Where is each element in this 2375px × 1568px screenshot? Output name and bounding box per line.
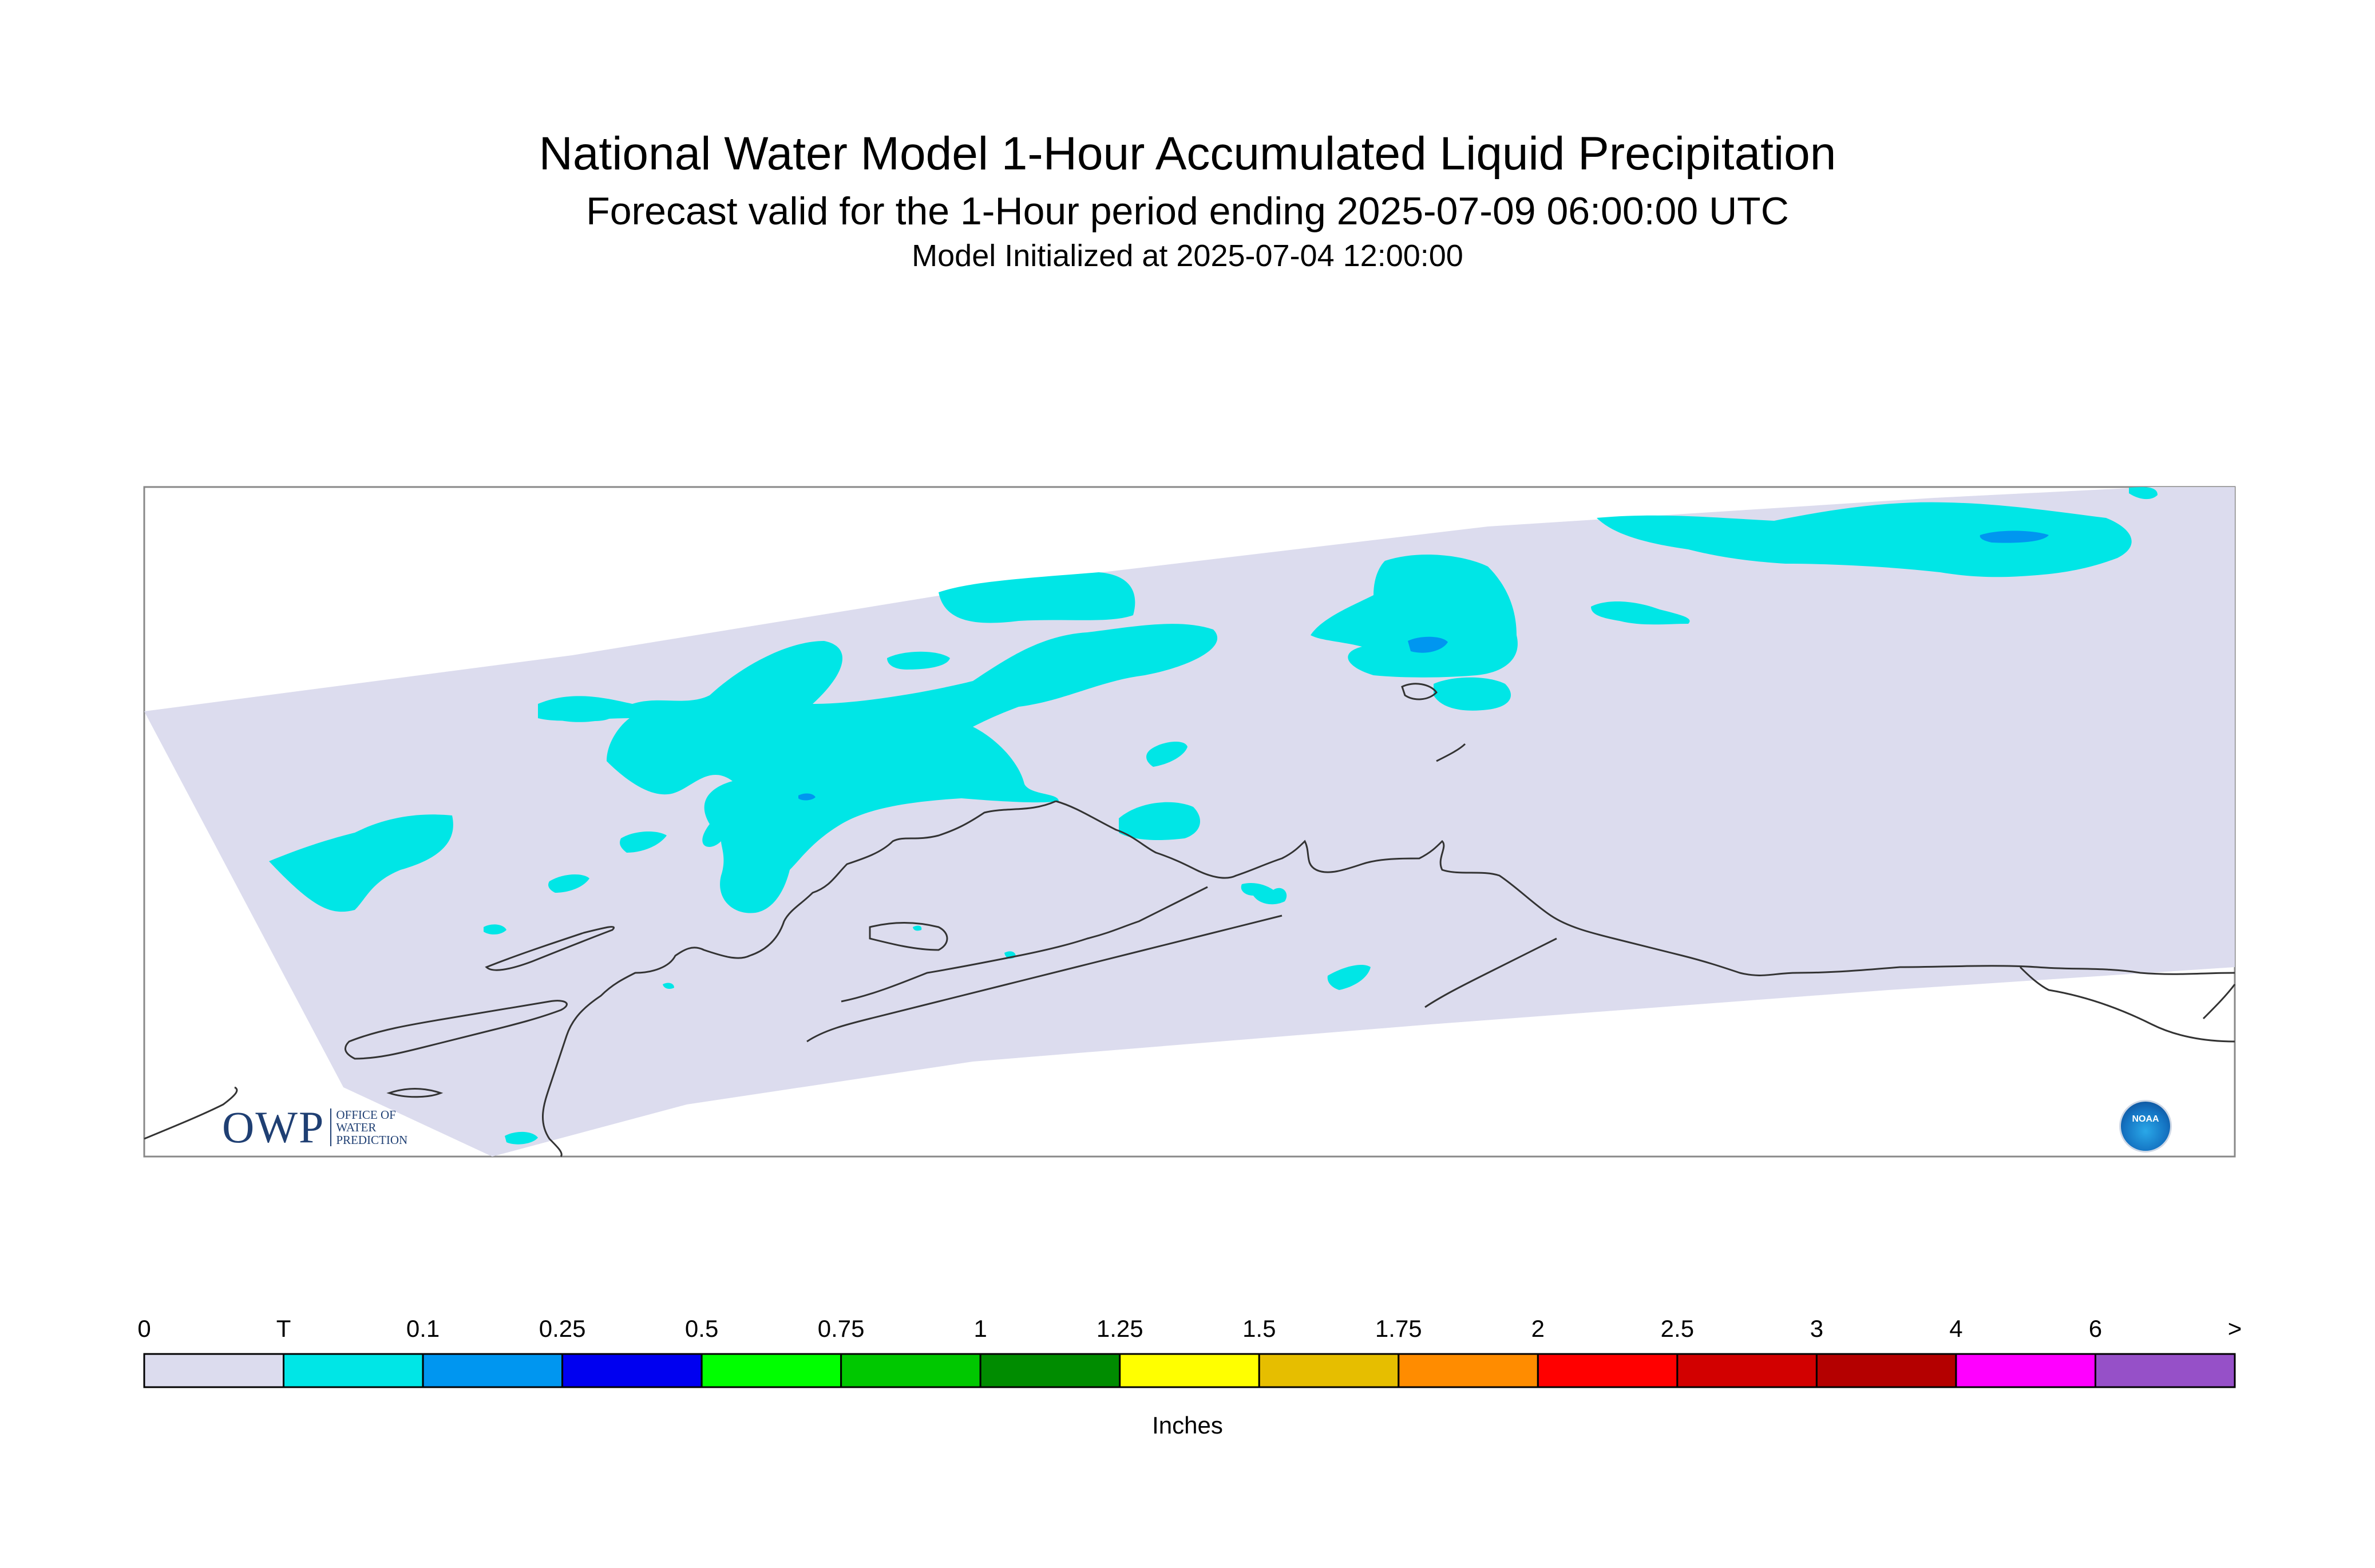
- precip-area: [1597, 502, 2132, 577]
- coastline: [2019, 966, 2235, 1043]
- coastline: [2202, 984, 2236, 1020]
- legend-swatch: [1537, 1353, 1679, 1388]
- legend-tick-label: T: [276, 1315, 291, 1342]
- legend-tick-label: 4: [1949, 1315, 1963, 1342]
- legend-swatch: [283, 1353, 424, 1388]
- legend-swatch: [1955, 1353, 2096, 1388]
- precip-area: [1119, 802, 1200, 840]
- precip-area: [1434, 677, 1511, 711]
- legend-tick-label: 1.5: [1242, 1315, 1276, 1342]
- coastline: [344, 1000, 568, 1060]
- precip-area: [887, 651, 950, 670]
- legend-colorbar: [143, 1353, 2236, 1388]
- legend-tick-label: 0.1: [406, 1315, 440, 1342]
- precip-area: [505, 1131, 538, 1145]
- model-init-label: Model Initialized at 2025-07-04 12:00:00: [912, 239, 1463, 273]
- legend-swatch: [143, 1353, 285, 1388]
- coastlines: [144, 683, 2236, 1157]
- legend-units-label: Inches: [1152, 1412, 1223, 1439]
- legend-swatch: [422, 1353, 564, 1388]
- precip-area-0.1: [798, 793, 816, 801]
- precip-area: [484, 924, 506, 935]
- legend-tick-label: 6: [2088, 1315, 2103, 1342]
- precip-area: [939, 572, 1135, 623]
- precip-area: [538, 624, 1218, 913]
- precip-area: [538, 698, 620, 722]
- legend-swatch: [561, 1353, 703, 1388]
- precip-area: [620, 831, 667, 853]
- legend-swatch: [840, 1353, 981, 1388]
- owp-logo-mark: OWP: [222, 1102, 325, 1152]
- precip-area: [269, 814, 453, 912]
- legend-swatch: [700, 1353, 842, 1388]
- coastline: [485, 926, 615, 971]
- legend-swatch: [1815, 1353, 1957, 1388]
- precip-area: [913, 925, 922, 931]
- coastline: [1401, 683, 1438, 700]
- legend-tick-label: 2: [1531, 1315, 1545, 1342]
- precip-area-0.1: [1980, 530, 2049, 543]
- legend-tick-label: 1.75: [1375, 1315, 1422, 1342]
- owp-logo: OWP OFFICE OF WATER PREDICTION: [222, 1102, 407, 1153]
- legend-tick-label: 1.25: [1096, 1315, 1143, 1342]
- legend-tick-label: 2.5: [1660, 1315, 1695, 1342]
- map-title: National Water Model 1-Hour Accumulated …: [539, 128, 1836, 180]
- legend-swatch: [1676, 1353, 1818, 1388]
- legend-tick-label: 0: [137, 1315, 151, 1342]
- precip-area: [1311, 555, 1518, 678]
- legend-tick-label: 0.25: [539, 1315, 586, 1342]
- noaa-logo: NOAA: [2119, 1100, 2172, 1153]
- coastline: [1436, 743, 1466, 762]
- precip-area: [1146, 741, 1188, 767]
- precip-area: [548, 874, 589, 893]
- legend-tick-label: 0.5: [684, 1315, 719, 1342]
- coastline: [869, 922, 948, 951]
- legend-tick-label: 0.75: [817, 1315, 865, 1342]
- precip-area-0.1: [1408, 636, 1448, 653]
- precip-area: [1241, 883, 1287, 905]
- legend-swatch: [1398, 1353, 1539, 1388]
- legend-tick-label: >: [2227, 1315, 2242, 1342]
- precip-area: [663, 983, 674, 989]
- precip-area: [1591, 601, 1690, 625]
- coastline: [806, 914, 1282, 1043]
- owp-logo-text: OFFICE OF WATER PREDICTION: [330, 1108, 407, 1146]
- legend-swatch: [2094, 1353, 2236, 1388]
- legend-swatch: [1258, 1353, 1400, 1388]
- coastline: [144, 1086, 238, 1140]
- legend-swatch: [1119, 1353, 1260, 1388]
- precip-area: [2129, 487, 2158, 500]
- legend-tick-label: 3: [1810, 1315, 1824, 1342]
- legend-tick-label: 1: [973, 1315, 987, 1342]
- coastline: [1055, 800, 2235, 976]
- coastline: [541, 800, 1056, 1157]
- light-precip-areas: [798, 530, 2049, 801]
- precip-area: [1327, 964, 1371, 990]
- coastline: [386, 1088, 444, 1098]
- coastline: [1424, 937, 1557, 1008]
- forecast-valid-subtitle: Forecast valid for the 1-Hour period end…: [586, 189, 1789, 233]
- legend-swatch: [979, 1353, 1121, 1388]
- trace-precip-areas: [269, 487, 2158, 1145]
- coastline: [841, 886, 1208, 1003]
